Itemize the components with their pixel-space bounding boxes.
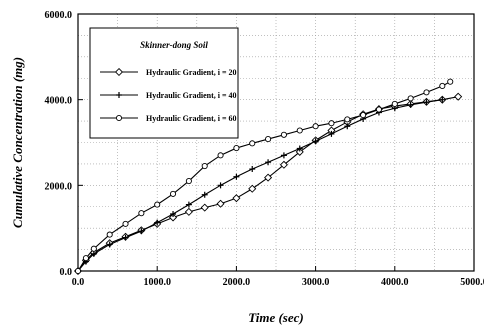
data-point [169,213,178,222]
data-point [217,182,224,189]
data-point [185,177,192,185]
legend-entry: Hydraulic Gradient, i = 20 [100,67,237,77]
data-point [201,191,208,198]
data-point [249,166,256,173]
legend-label: Hydraulic Gradient, i = 20 [146,68,237,77]
legend-box [89,27,239,139]
data-point [423,89,430,96]
series-group [73,78,463,276]
y-tick-label: 2000.0 [45,181,73,192]
data-point [216,199,225,208]
legend-entry: Hydraulic Gradient, i = 40 [100,91,237,100]
x-tick-label: 1000.0 [143,277,171,288]
data-point [439,96,446,103]
data-point [407,95,414,102]
data-point [279,160,288,169]
data-point [185,201,192,208]
legend-label: Hydraulic Gradient, i = 60 [146,114,237,123]
data-point [74,267,82,275]
data-point [295,147,304,156]
data-point [106,231,113,238]
data-point [391,100,398,107]
data-point [265,159,272,166]
data-point [90,245,97,252]
legend-label: Hydraulic Gradient, i = 40 [146,91,237,100]
x-axis-title: Time (sec) [248,310,303,325]
data-point [280,152,287,159]
data-point [138,228,145,235]
data-point [90,250,97,257]
x-tick-label: 4000.0 [381,277,409,288]
data-point [232,194,241,203]
data-point [138,210,145,217]
data-point [217,152,224,159]
data-point [154,201,161,208]
data-point [296,145,303,152]
data-point [344,116,351,123]
data-point [360,112,367,119]
data-point [233,145,240,152]
data-point [375,106,383,113]
data-point [328,120,335,127]
data-point [344,123,351,130]
y-axis-title: Cumulative Concentration (mg) [10,57,25,228]
x-tick-label: 0.0 [72,277,85,288]
legend-marker [114,67,124,77]
x-tick-label: 2000.0 [223,277,251,288]
data-point [184,207,193,216]
data-point [82,255,89,262]
data-point [249,140,256,147]
data-point [439,82,446,90]
data-point [201,163,208,170]
y-tick-label: 0.0 [60,267,73,278]
data-point [454,92,463,101]
data-point [154,219,161,226]
data-point [423,99,430,106]
data-point [312,123,319,130]
data-point [296,127,303,134]
legend: Skinner-dong Soil Hydraulic Gradient, i … [89,27,239,139]
plot-frame [77,13,475,272]
data-point [447,78,454,85]
data-point [169,190,177,197]
legend-marker [115,114,123,122]
axis-ticks: 0.0 1000.0 2000.0 3000.0 4000.0 5000.0 0.0 2000… [45,10,484,288]
y-tick-label: 4000.0 [45,96,73,107]
series-3 [74,78,454,275]
x-tick-label: 3000.0 [302,277,330,288]
data-point [233,173,240,180]
legend-entries: Hydraulic Gradient, i = 20 Hydraulic Grad… [100,67,237,123]
data-point [200,203,209,212]
legend-title: Skinner-dong Soil [140,40,208,50]
x-tick-label: 5000.0 [460,277,484,288]
data-point [122,234,129,241]
data-point [265,136,272,143]
data-point [280,131,287,138]
data-point [106,241,113,248]
data-point [264,173,273,182]
legend-entry: Hydraulic Gradient, i = 60 [100,114,237,123]
y-tick-label: 6000.0 [45,10,73,21]
data-point [407,101,414,108]
legend-marker [116,92,122,98]
data-point [170,211,177,218]
data-point [328,130,335,137]
data-point [248,184,257,193]
data-point [122,220,129,227]
data-point [312,138,319,145]
